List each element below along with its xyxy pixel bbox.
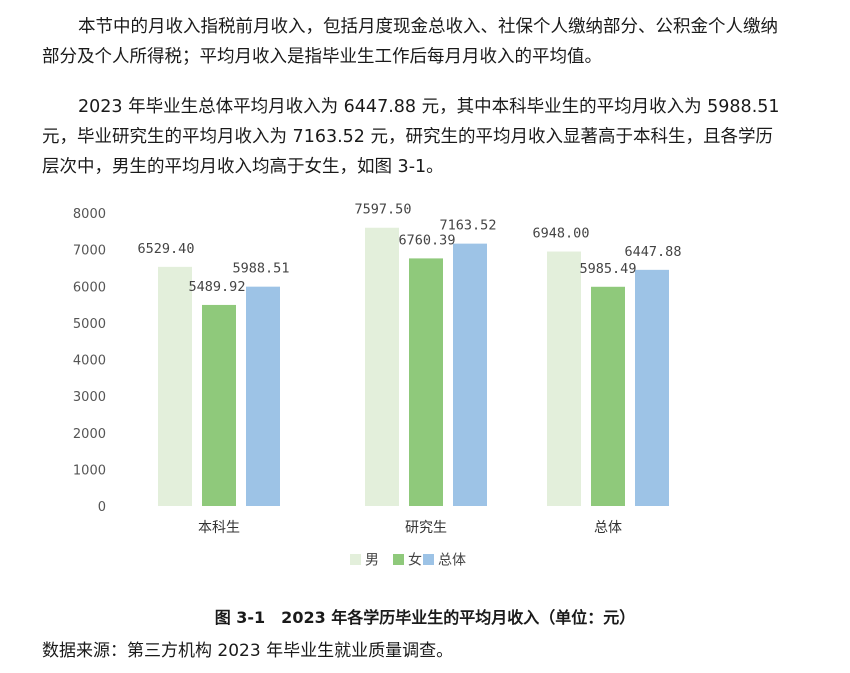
value-label-1-1: 6760.39 bbox=[399, 232, 456, 248]
intro-paragraph-2-text: 2023 年毕业生总体平均月收入为 6447.88 元，其中本科毕业生的平均月收… bbox=[42, 97, 780, 177]
legend-label-2: 总体 bbox=[438, 553, 466, 569]
bar-1-0 bbox=[202, 304, 236, 506]
legend-swatch-2 bbox=[423, 554, 434, 565]
legend-label-0: 男 bbox=[365, 553, 379, 569]
x-category-label-2: 总体 bbox=[594, 520, 622, 536]
intro-paragraph-1-text: 本节中的月收入指税前月收入，包括月度现金总收入、社保个人缴纳部分、公积金个人缴纳… bbox=[42, 17, 778, 67]
y-tick-label-7: 7000 bbox=[73, 244, 106, 259]
bar-0-1 bbox=[365, 227, 399, 506]
legend-swatch-1 bbox=[393, 554, 404, 565]
bar-1-1 bbox=[409, 258, 443, 506]
value-labels: 6529.40 7597.50 6948.00 5489.92 6760.39 5985.… bbox=[138, 202, 682, 295]
bar-0-2 bbox=[547, 251, 581, 506]
income-bar-chart: 0 1000 2000 3000 4000 5000 6000 7000 8000 6529.4… bbox=[73, 202, 682, 569]
bar-2-0 bbox=[246, 286, 280, 506]
y-tick-label-3: 3000 bbox=[73, 390, 106, 405]
bar-2-1 bbox=[453, 243, 487, 506]
value-label-2-1: 7163.52 bbox=[440, 218, 497, 234]
y-tick-label-0: 0 bbox=[98, 500, 106, 515]
value-label-2-0: 5988.51 bbox=[233, 261, 290, 277]
value-label-1-2: 5985.49 bbox=[580, 261, 637, 277]
y-tick-label-6: 6000 bbox=[73, 280, 106, 295]
chart-legend: 男 女总体 bbox=[350, 552, 466, 569]
x-category-label-1: 研究生 bbox=[405, 520, 447, 536]
x-category-label-0: 本科生 bbox=[198, 520, 240, 536]
value-label-2-2: 6447.88 bbox=[625, 244, 682, 260]
value-label-0-2: 6948.00 bbox=[533, 226, 590, 242]
intro-paragraph-2: 2023 年毕业生总体平均月收入为 6447.88 元，其中本科毕业生的平均月收… bbox=[42, 92, 782, 182]
y-tick-label-5: 5000 bbox=[73, 317, 106, 332]
y-tick-label-4: 4000 bbox=[73, 354, 106, 369]
bar-1-2 bbox=[591, 286, 625, 506]
y-axis: 0 1000 2000 3000 4000 5000 6000 7000 8000 bbox=[73, 207, 106, 515]
chart-caption: 图 3-1 2023 年各学历毕业生的平均月收入（单位：元） bbox=[214, 608, 636, 627]
x-axis-categories: 本科生 研究生 总体 bbox=[198, 520, 622, 536]
y-tick-label-1: 1000 bbox=[73, 463, 106, 478]
source-note: 数据来源：第三方机构 2023 年毕业生就业质量调查。 bbox=[42, 641, 454, 661]
bar-group bbox=[158, 227, 669, 506]
legend-label-1: 女 bbox=[408, 552, 422, 569]
value-label-0-1: 7597.50 bbox=[355, 202, 412, 218]
legend-swatch-0 bbox=[350, 554, 361, 565]
value-label-0-0: 6529.40 bbox=[138, 241, 195, 257]
bar-2-2 bbox=[635, 269, 669, 506]
y-tick-label-8: 8000 bbox=[73, 207, 106, 222]
bar-0-0 bbox=[158, 266, 192, 506]
value-label-1-0: 5489.92 bbox=[189, 279, 246, 295]
intro-paragraph-1: 本节中的月收入指税前月收入，包括月度现金总收入、社保个人缴纳部分、公积金个人缴纳… bbox=[42, 12, 782, 72]
y-tick-label-2: 2000 bbox=[73, 427, 106, 442]
